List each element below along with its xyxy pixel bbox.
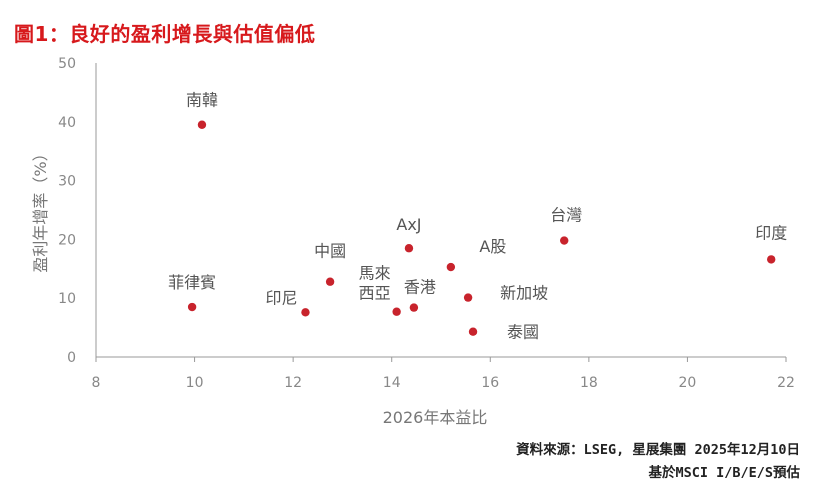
data-point <box>392 307 401 316</box>
y-tick-label: 20 <box>58 232 76 248</box>
x-tick-label: 20 <box>679 375 697 391</box>
x-axis-label: 2026年本益比 <box>383 408 488 427</box>
estimate-note: 基於MSCI I/B/E/S預估 <box>648 465 800 481</box>
y-tick-label: 10 <box>58 291 76 307</box>
x-tick-label: 8 <box>92 375 101 391</box>
y-tick-label: 0 <box>67 350 76 366</box>
x-tick-label: 12 <box>284 375 302 391</box>
point-label: 印度 <box>755 223 787 242</box>
point-label: 台灣 <box>550 206 582 225</box>
point-label: 菲律賓 <box>168 273 216 292</box>
y-axis-label: 盈利年增率（%） <box>31 145 50 272</box>
point-label: A股 <box>479 237 506 256</box>
data-point <box>463 293 473 302</box>
point-label: 中國 <box>314 242 346 261</box>
x-tick-label: 10 <box>186 375 204 391</box>
point-label: 泰國 <box>507 323 539 342</box>
point-label: 馬來西亞 <box>359 264 391 303</box>
chart-title: 圖1：良好的盈利增長與估值偏低 <box>14 22 316 46</box>
x-tick-label: 16 <box>481 375 499 391</box>
point-label: 新加坡 <box>500 284 548 303</box>
x-tick-label: 14 <box>383 375 401 391</box>
data-point <box>446 262 456 272</box>
point-label: 印尼 <box>265 288 297 307</box>
point-label: AxJ <box>396 215 421 234</box>
data-point <box>187 302 197 312</box>
data-point <box>325 277 335 286</box>
point-label: 南韓 <box>186 91 218 110</box>
axes <box>95 63 786 358</box>
y-tick-label: 30 <box>58 174 76 190</box>
data-point <box>197 120 207 129</box>
x-ticks: 8 10 12 14 16 18 20 22 <box>92 357 795 391</box>
x-tick-label: 22 <box>777 375 795 391</box>
data-point <box>468 327 478 336</box>
data-point <box>404 244 414 253</box>
data-point <box>409 303 419 312</box>
data-point <box>301 308 310 317</box>
y-ticks: 0 10 20 30 40 50 <box>58 56 76 366</box>
data-points <box>187 120 776 336</box>
data-point <box>767 255 776 264</box>
source-note: 資料來源：LSEG, 星展集團 2025年12月10日 <box>516 442 800 458</box>
y-tick-label: 40 <box>58 115 76 131</box>
y-tick-label: 50 <box>58 56 76 72</box>
x-tick-label: 18 <box>580 375 598 391</box>
data-point <box>560 236 569 245</box>
point-label: 香港 <box>404 278 436 297</box>
